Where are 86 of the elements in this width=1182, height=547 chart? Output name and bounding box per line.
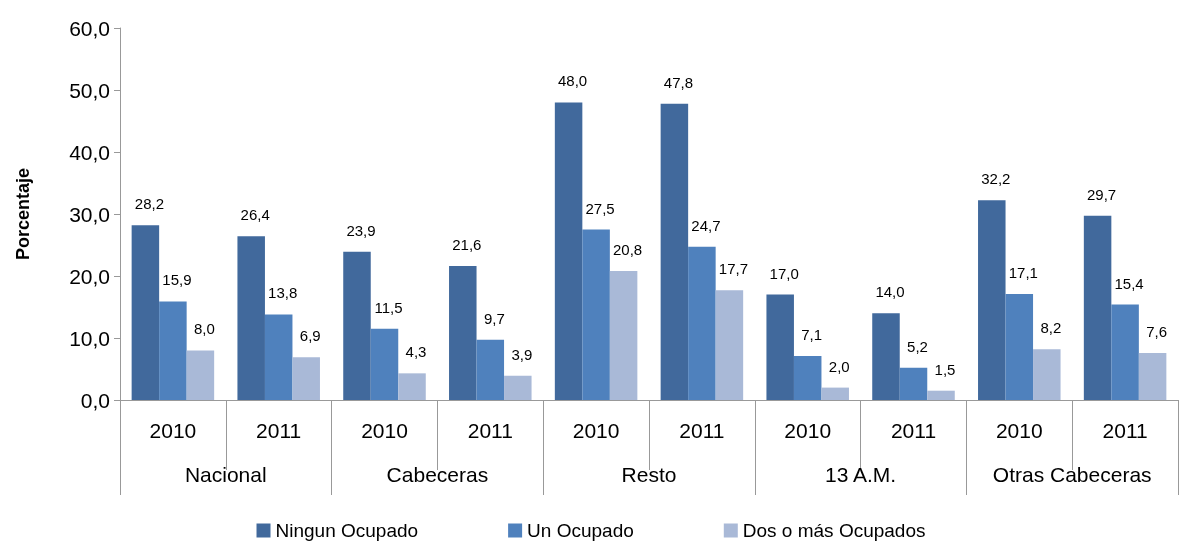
bar [398,373,426,400]
bar [237,236,265,400]
bar [264,314,293,400]
y-tick-label: 10,0 [69,326,110,350]
data-label: 8,2 [1040,319,1062,337]
data-label: 23,9 [346,221,376,239]
data-label: 17,1 [1008,263,1038,281]
data-label: 48,0 [557,72,588,90]
data-label: 7,6 [1146,322,1168,340]
bar [821,387,849,400]
bar [504,375,532,400]
bar [1138,352,1167,400]
bar [715,290,744,400]
bar [609,271,638,400]
bar [131,225,160,400]
bar [186,350,215,400]
data-label: 21,6 [452,236,482,254]
bar [688,246,716,400]
bar [899,367,928,400]
bar [1111,304,1139,400]
data-label: 8,0 [193,320,215,338]
x-tick-label: 2010 [149,419,197,442]
bar [554,102,583,400]
bar [1033,349,1061,400]
bar [978,200,1006,400]
y-tick-label: 30,0 [69,202,110,226]
data-label: 26,4 [240,206,270,224]
bar [292,357,320,400]
data-label: 4,3 [405,343,427,361]
data-label: 13,8 [268,284,298,302]
data-label: 5,2 [907,337,928,355]
data-label: 1,5 [934,360,956,378]
data-label: 28,2 [134,195,164,213]
bar [370,328,399,400]
x-tick-label: 2011 [256,419,302,442]
y-tick-label: 50,0 [69,78,110,102]
x-tick-label: 2010 [784,419,832,442]
data-label: 9,7 [483,309,505,327]
data-label: 17,7 [718,260,749,278]
data-label: 24,7 [691,216,721,234]
x-tick-label: 2011 [467,419,513,442]
legend-label: Dos o más Ocupados [742,520,926,541]
bar [582,229,610,400]
y-tick-label: 60,0 [69,16,110,40]
text: 13 A.M. [825,463,897,486]
data-label: 20,8 [613,241,643,259]
bar [1005,293,1034,400]
text: Cabeceras [386,463,489,486]
bar [1083,215,1112,400]
data-label: 29,7 [1086,185,1117,203]
data-label: 15,9 [162,271,192,289]
y-axis-title: Porcentaje [13,167,33,261]
bar [927,390,955,400]
text: Nacional [184,463,267,486]
legend-label: Ningun Ocupado [275,520,419,541]
data-label: 15,4 [1114,274,1144,292]
x-tick-label: 2011 [1102,419,1148,442]
data-label: 47,8 [663,73,693,91]
x-tick-label: 2010 [995,419,1043,442]
legend-label: Un Ocupado [527,520,634,541]
x-tick-label: 2011 [890,419,937,442]
bar [766,294,794,400]
y-tick-label: 40,0 [69,140,110,164]
bar [660,103,689,400]
text: Otras Cabeceras [992,463,1152,486]
bar [476,339,505,400]
data-label: 32,2 [981,170,1011,188]
x-tick-label: 2010 [361,419,408,442]
data-label: 2,0 [828,357,850,375]
y-tick-label: 20,0 [69,264,110,288]
x-tick-label: 2010 [572,419,620,442]
x-tick-label: 2011 [679,419,725,442]
data-label: 7,1 [801,325,823,343]
bar [449,266,477,400]
bar [343,251,371,400]
bar [872,313,900,400]
data-label: 6,9 [299,327,321,345]
text: Resto [621,463,677,486]
data-label: 11,5 [374,298,403,316]
data-label: 14,0 [875,283,905,301]
bar [159,301,187,400]
bar [793,355,822,400]
data-label: 27,5 [585,199,615,217]
data-label: 3,9 [511,345,533,363]
data-label: 17,0 [769,264,799,282]
y-tick-label: 0,0 [80,388,110,412]
